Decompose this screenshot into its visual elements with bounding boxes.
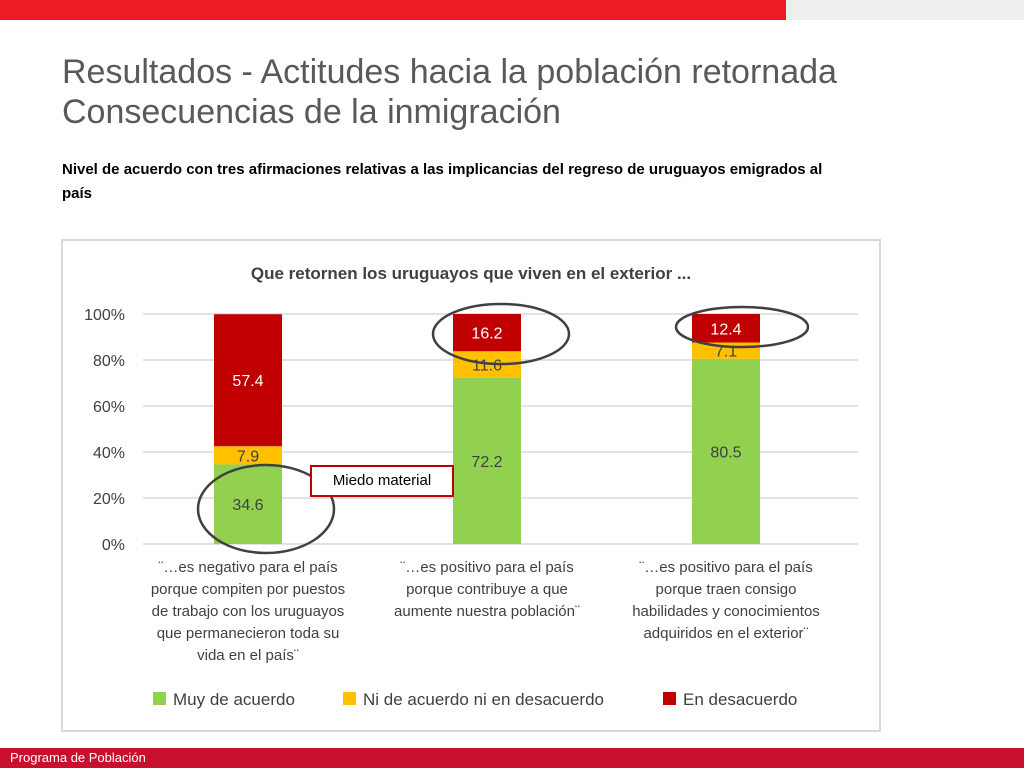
data-label: 80.5 [710,444,741,461]
bar-segment [453,377,521,544]
x-category-label: ¨…es positivo para el país [639,559,812,576]
legend-label: Ni de acuerdo ni en desacuerdo [363,690,604,709]
page-title: Resultados - Actitudes hacia la població… [62,52,962,132]
bar-segment [453,314,521,352]
highlight-ellipse [674,305,810,349]
y-tick-label: 80% [93,353,125,370]
title-line-2: Consecuencias de la inmigración [62,93,561,131]
x-category-label: porque compiten por puestos [151,581,345,598]
data-label: 57.4 [232,373,263,390]
highlight-ellipse [431,302,571,366]
x-category-label: ¨…es positivo para el país [400,559,573,576]
top-accent-bar [0,0,786,20]
data-label: 12.4 [710,321,741,338]
highlight-ellipse [196,463,336,555]
y-tick-label: 40% [93,445,125,462]
bar-segment [214,314,282,447]
x-category-label: que permanecieron toda su [157,625,340,642]
x-category-label: porque contribuye a que [406,581,568,598]
legend-label: Muy de acuerdo [173,690,295,709]
chart-frame: Que retornen los uruguayos que viven en … [61,239,881,732]
x-category-label: de trabajo con los uruguayos [152,603,345,620]
legend-swatch [663,692,676,705]
chart-description: Nivel de acuerdo con tres afirmaciones r… [62,161,823,202]
x-category-label: ¨…es negativo para el país [158,559,337,576]
data-label: 16.2 [471,326,502,343]
stacked-bar-chart: Que retornen los uruguayos que viven en … [84,264,858,709]
legend-swatch [343,692,356,705]
bar-segment [214,446,282,465]
miedo-material-callout: Miedo material [310,465,454,497]
title-line-1: Resultados - Actitudes hacia la població… [62,53,837,91]
data-label: 34.6 [232,497,263,514]
bar-segment [692,314,760,343]
y-tick-label: 20% [93,491,125,508]
x-category-label: habilidades y conocimientos [632,603,820,620]
x-category-label: porque traen consigo [656,581,797,598]
y-tick-label: 100% [84,307,125,324]
bar-segment [214,464,282,544]
x-category-label: aumente nuestra población¨ [394,603,580,620]
chart-title: Que retornen los uruguayos que viven en … [251,264,691,283]
x-category-label: adquiridos en el exterior¨ [643,625,808,642]
footer-bar: Programa de Población [0,748,1024,768]
data-label: 11.6 [472,358,502,375]
footer-text: Programa de Población [10,750,146,765]
bar-segment [692,358,760,544]
top-gray-bar [786,0,1024,20]
legend-swatch [153,692,166,705]
legend-label: En desacuerdo [683,690,797,709]
x-category-label: vida en el país¨ [197,647,299,664]
y-tick-label: 60% [93,399,125,416]
y-tick-label: 0% [102,537,125,554]
data-label: 7.9 [237,448,259,465]
data-label: 72.2 [471,454,502,471]
